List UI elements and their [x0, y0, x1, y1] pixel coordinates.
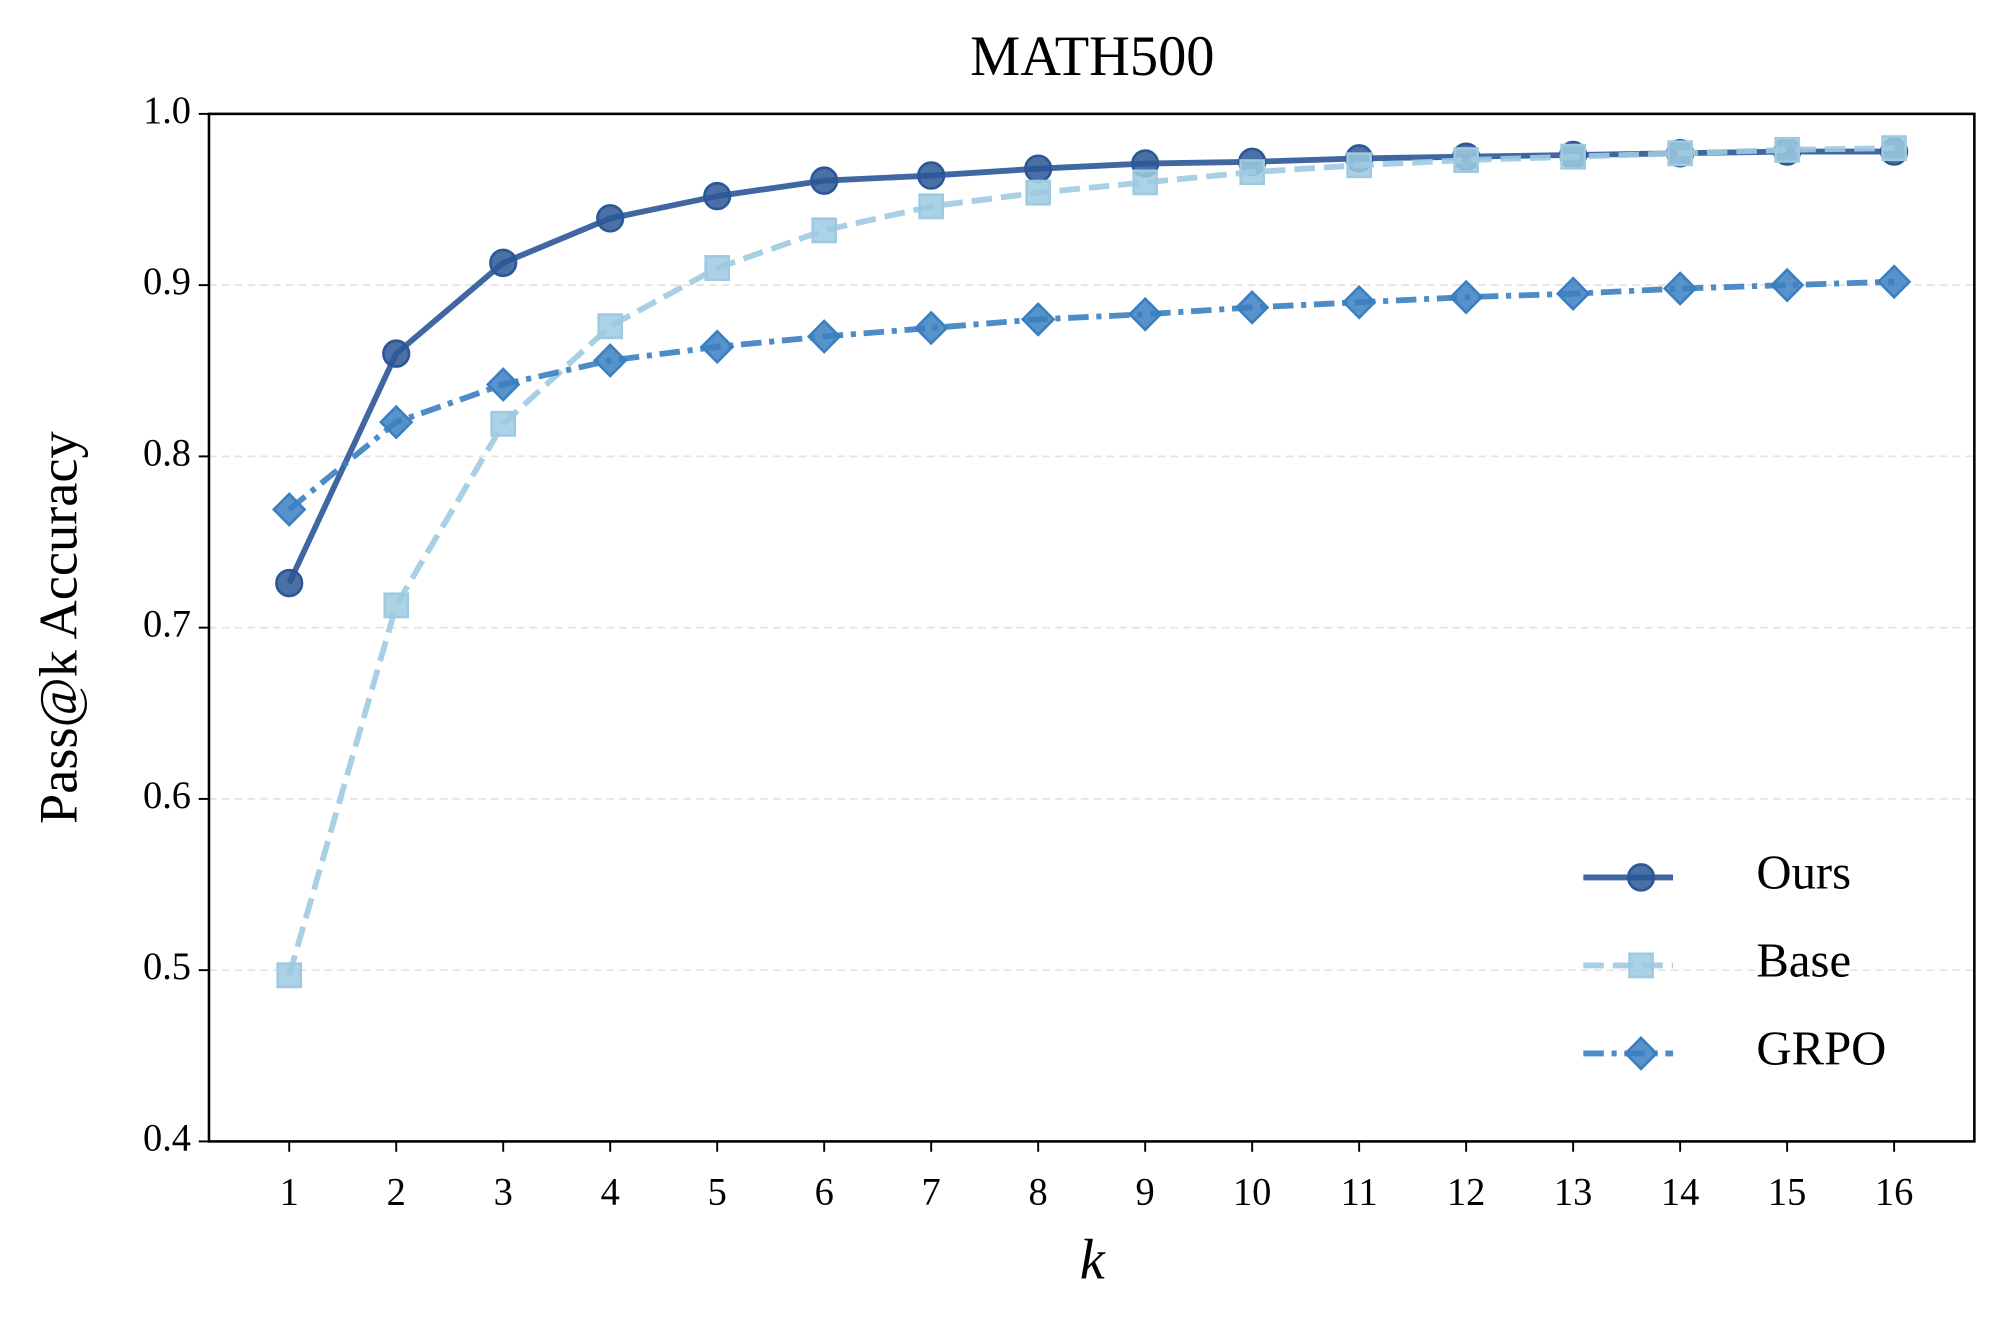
marker: [1555, 276, 1591, 312]
marker: [272, 492, 307, 527]
marker: [1448, 279, 1484, 315]
marker: [703, 181, 732, 211]
y-tick-label: 0.6: [143, 775, 191, 817]
plot-frame: [207, 112, 1976, 1143]
x-tick-label: 3: [494, 1172, 513, 1214]
x-tick-label: 6: [815, 1172, 834, 1214]
marker: [1025, 179, 1051, 206]
x-tick-label: 15: [1768, 1172, 1806, 1214]
legend-label: Ours: [1756, 844, 1851, 899]
legend-marker: [1626, 863, 1656, 892]
y-tick-label: 0.4: [143, 1117, 191, 1159]
series-line: [286, 148, 1895, 585]
legend-label: GRPO: [1756, 1020, 1886, 1075]
x-tick-label: 16: [1875, 1172, 1913, 1214]
marker: [1346, 152, 1372, 179]
chart-title: MATH500: [970, 26, 1214, 88]
x-tick-label: 5: [708, 1172, 727, 1214]
marker: [1453, 147, 1479, 174]
x-tick-label: 4: [601, 1172, 620, 1214]
y-tick-label: 0.8: [143, 432, 191, 474]
x-tick-label: 9: [1136, 1172, 1155, 1214]
marker: [806, 319, 842, 354]
y-axis-label: Pass@k Accuracy: [29, 431, 89, 824]
marker: [1769, 267, 1805, 303]
marker: [593, 343, 628, 378]
marker: [382, 339, 411, 368]
marker: [1239, 159, 1265, 186]
marker: [275, 568, 304, 598]
x-tick-label: 13: [1554, 1172, 1592, 1214]
legend-label: Base: [1756, 932, 1851, 987]
marker: [810, 166, 839, 195]
marker: [699, 329, 735, 365]
marker: [1662, 271, 1698, 306]
x-tick-label: 1: [280, 1172, 299, 1214]
y-tick-label: 0.5: [143, 946, 191, 988]
marker: [1234, 290, 1270, 325]
marker: [811, 217, 838, 244]
x-tick-label: 8: [1029, 1172, 1048, 1214]
marker: [1881, 135, 1907, 162]
marker: [1774, 136, 1800, 163]
marker: [1024, 154, 1053, 183]
marker: [1341, 284, 1377, 320]
marker: [917, 161, 946, 190]
marker: [704, 255, 731, 281]
marker: [486, 367, 521, 402]
marker: [1876, 264, 1912, 300]
y-tick-label: 0.7: [143, 603, 191, 645]
marker: [1127, 296, 1163, 332]
marker: [1560, 143, 1586, 170]
marker: [490, 410, 517, 437]
x-tick-label: 12: [1447, 1172, 1485, 1214]
marker: [913, 310, 949, 346]
marker: [276, 962, 303, 989]
x-tick-label: 7: [922, 1172, 941, 1214]
marker: [1020, 302, 1056, 337]
marker: [596, 204, 625, 233]
marker: [379, 404, 414, 440]
marker: [918, 193, 944, 220]
marker: [1132, 169, 1158, 196]
x-tick-label: 10: [1233, 1172, 1271, 1214]
x-axis-label: k: [1080, 1229, 1106, 1291]
y-tick-label: 0.9: [143, 261, 191, 303]
marker: [1667, 140, 1693, 167]
series-line: [286, 145, 1895, 977]
legend-marker: [1628, 952, 1654, 979]
series-line: [287, 278, 1895, 512]
marker: [597, 313, 624, 340]
x-tick-label: 2: [387, 1172, 406, 1214]
legend-marker: [1623, 1036, 1659, 1071]
y-tick-label: 1.0: [143, 90, 191, 132]
x-tick-label: 11: [1341, 1172, 1378, 1214]
marker: [489, 248, 518, 278]
marker: [383, 592, 410, 619]
x-tick-label: 14: [1661, 1172, 1699, 1214]
